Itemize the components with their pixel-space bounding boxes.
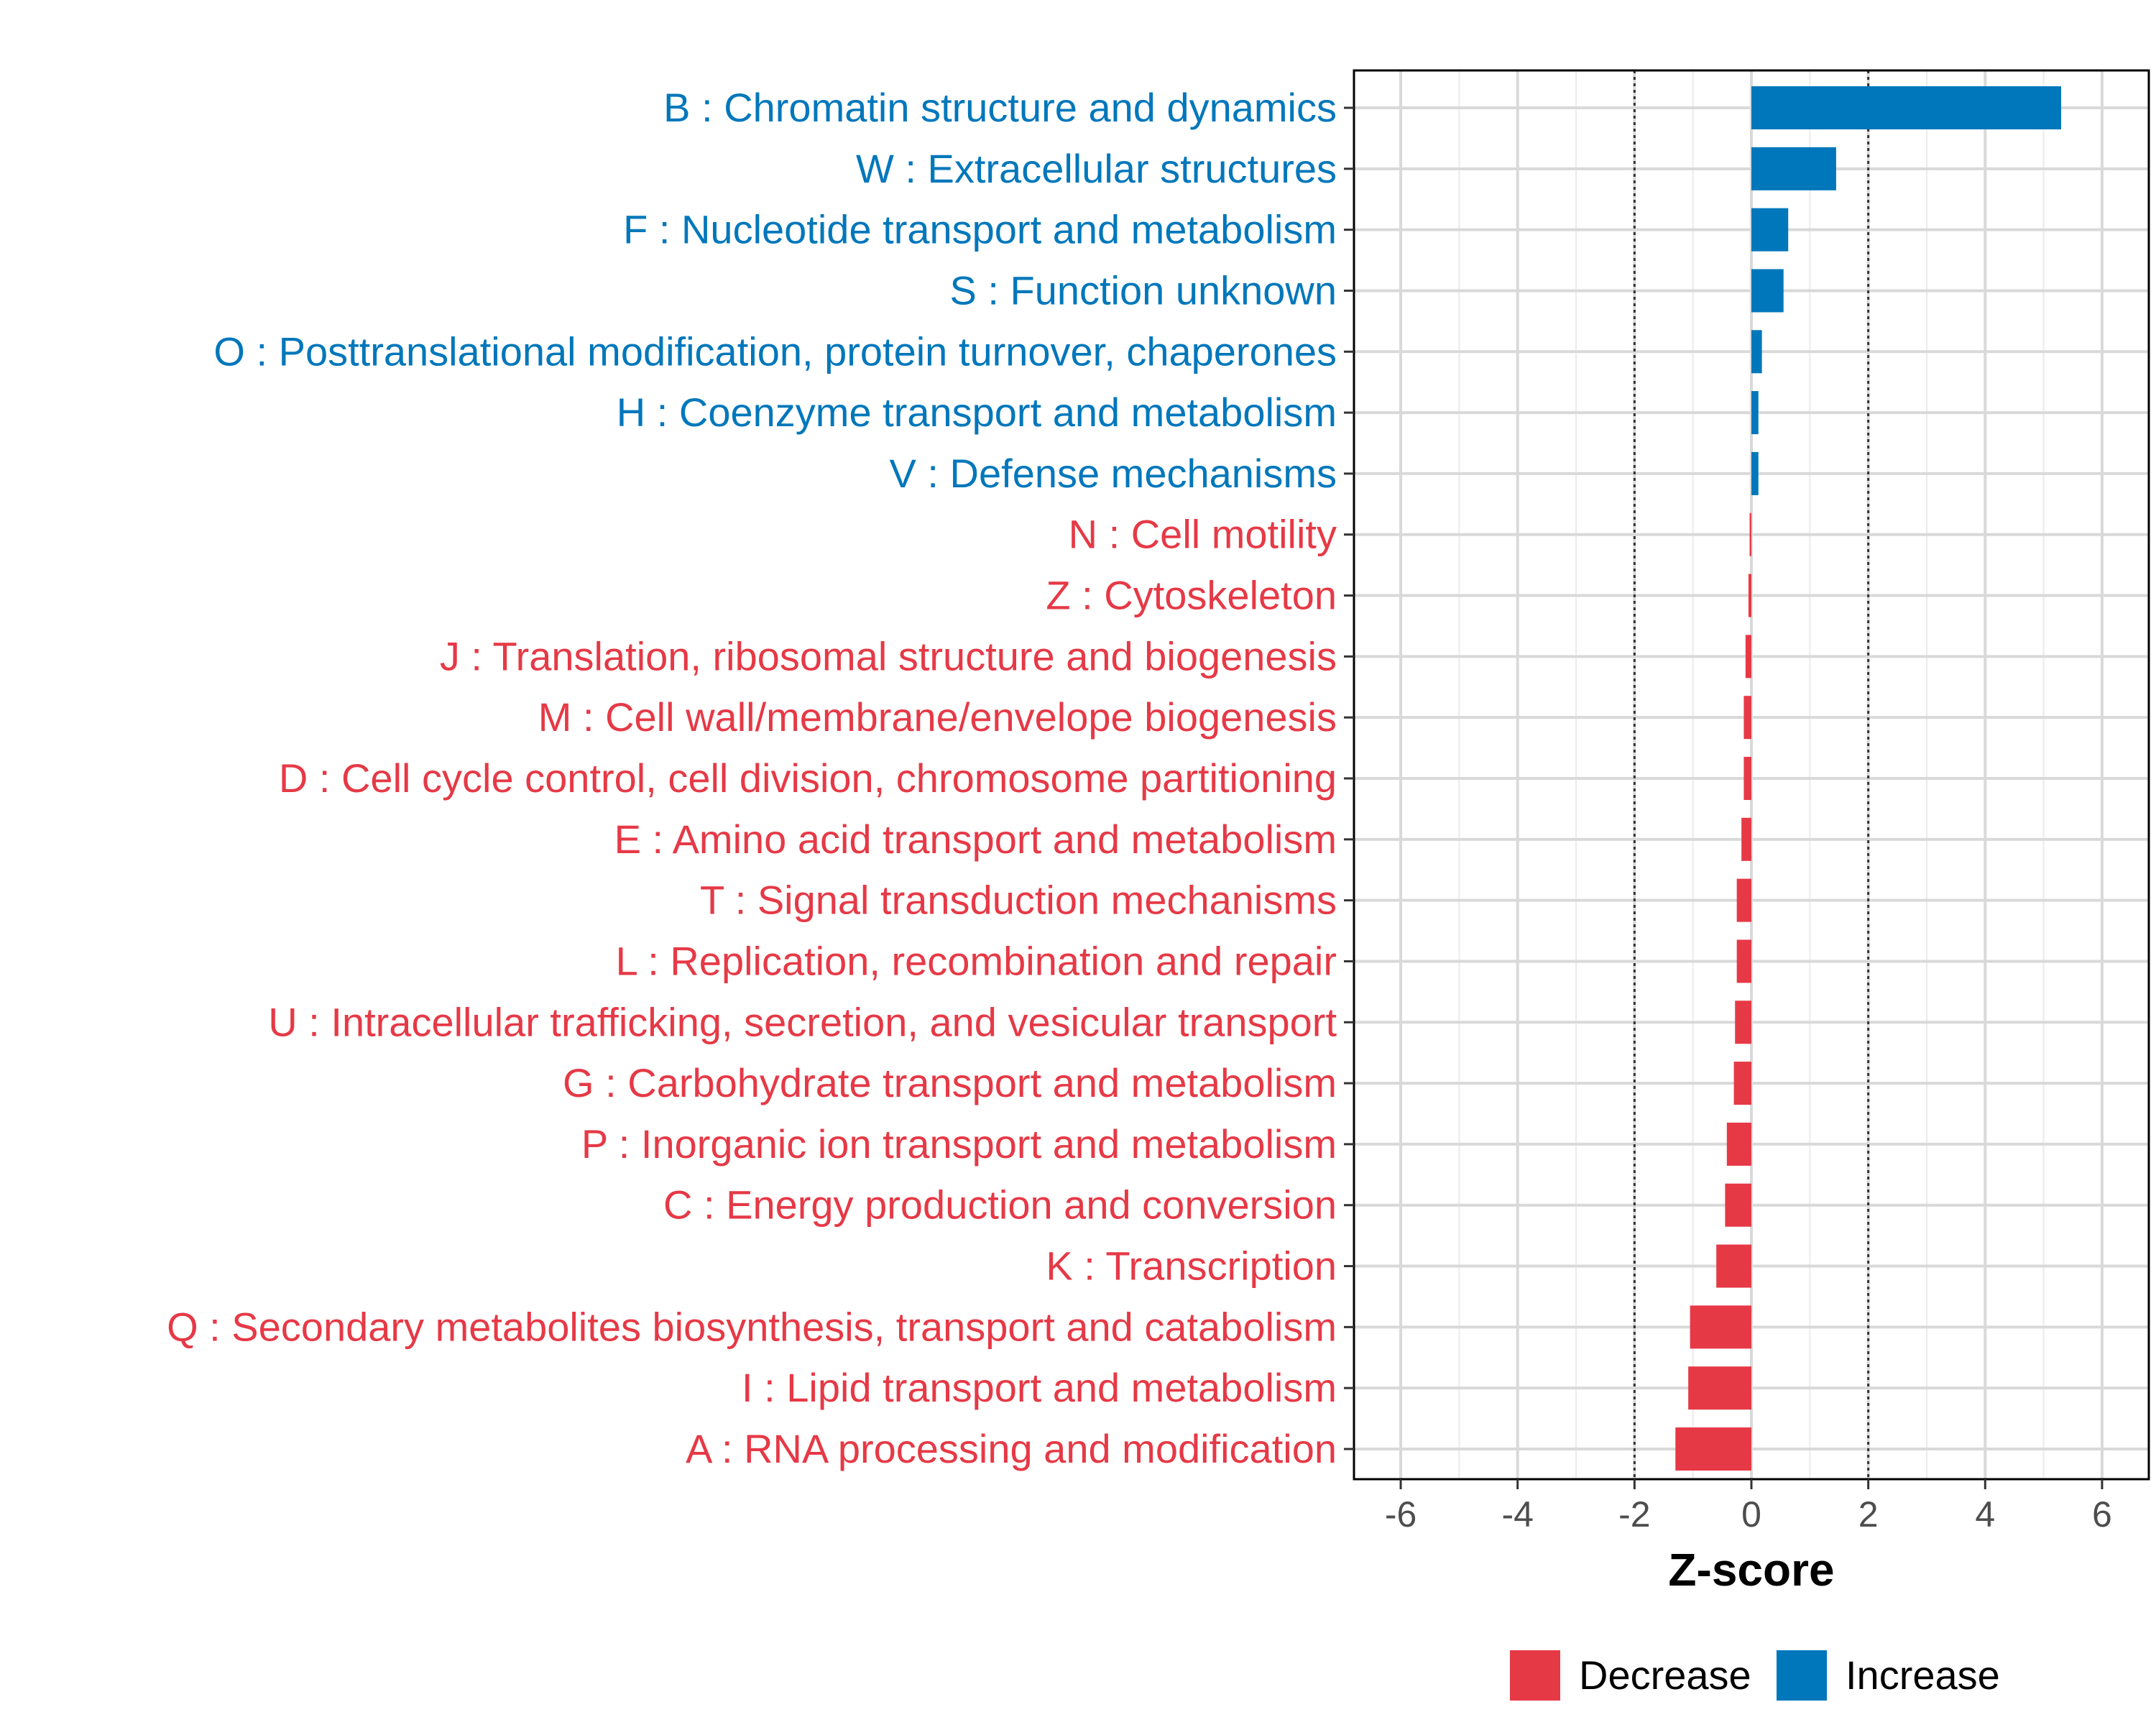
reference-lines bbox=[1633, 70, 1870, 1479]
x-tick-label: 2 bbox=[1858, 1494, 1879, 1535]
bar bbox=[1726, 1122, 1751, 1166]
category-label: K : Transcription bbox=[1046, 1243, 1337, 1289]
category-label: F : Nucleotide transport and metabolism bbox=[623, 207, 1337, 252]
x-axis: -6 -4 -2 0 2 4 6 bbox=[1385, 1479, 2112, 1535]
x-tick-label: 4 bbox=[1975, 1494, 1995, 1535]
bars bbox=[1675, 86, 2062, 1471]
legend-label: Decrease bbox=[1579, 1652, 1751, 1698]
category-label: G : Carbohydrate transport and metabolis… bbox=[563, 1060, 1337, 1105]
category-label: U : Intracellular trafficking, secretion… bbox=[268, 999, 1337, 1044]
bar bbox=[1748, 574, 1751, 617]
bar bbox=[1735, 1000, 1751, 1044]
x-tick-label: -6 bbox=[1385, 1494, 1416, 1535]
bar bbox=[1716, 1244, 1751, 1288]
category-label: V : Defense mechanisms bbox=[890, 451, 1337, 496]
x-axis-title: Z-score bbox=[1668, 1544, 1834, 1596]
bar bbox=[1736, 878, 1751, 922]
bar bbox=[1725, 1183, 1751, 1227]
bar bbox=[1751, 86, 2062, 129]
bar bbox=[1690, 1305, 1751, 1349]
bar bbox=[1751, 330, 1762, 374]
category-label: Z : Cytoskeleton bbox=[1046, 573, 1337, 618]
x-tick-label: -4 bbox=[1501, 1494, 1533, 1535]
category-label: M : Cell wall/membrane/envelope biogenes… bbox=[538, 694, 1337, 740]
category-label: O : Posttranslational modification, prot… bbox=[213, 328, 1337, 374]
bar bbox=[1733, 1062, 1751, 1105]
legend: Decrease Increase bbox=[1510, 1650, 2000, 1701]
category-label: H : Coenzyme transport and metabolism bbox=[617, 390, 1337, 435]
category-label: N : Cell motility bbox=[1069, 512, 1337, 557]
bar bbox=[1745, 635, 1751, 678]
bar bbox=[1751, 391, 1759, 435]
category-label: Q : Secondary metabolites biosynthesis, … bbox=[167, 1304, 1337, 1349]
category-label: A : RNA processing and modification bbox=[686, 1426, 1337, 1471]
bar bbox=[1749, 512, 1751, 556]
x-tick-label: 0 bbox=[1741, 1494, 1761, 1535]
legend-swatch bbox=[1510, 1650, 1560, 1701]
category-label: W : Extracellular structures bbox=[856, 146, 1337, 191]
bar bbox=[1751, 208, 1789, 252]
legend-swatch bbox=[1777, 1650, 1827, 1701]
bar bbox=[1751, 269, 1784, 313]
category-label: P : Inorganic ion transport and metaboli… bbox=[581, 1121, 1337, 1167]
category-label: L : Replication, recombination and repai… bbox=[616, 938, 1337, 983]
category-label: B : Chromatin structure and dynamics bbox=[663, 85, 1337, 130]
bar bbox=[1675, 1427, 1751, 1471]
category-label: I : Lipid transport and metabolism bbox=[742, 1365, 1337, 1410]
category-label: J : Translation, ribosomal structure and… bbox=[440, 633, 1337, 678]
bar bbox=[1741, 817, 1751, 861]
bar bbox=[1751, 451, 1759, 495]
category-label: C : Energy production and conversion bbox=[663, 1182, 1337, 1228]
category-label: E : Amino acid transport and metabolism bbox=[614, 816, 1337, 862]
category-label: D : Cell cycle control, cell division, c… bbox=[279, 755, 1337, 801]
x-tick-label: -2 bbox=[1618, 1494, 1650, 1535]
category-label: S : Function unknown bbox=[949, 267, 1337, 313]
bar bbox=[1688, 1366, 1751, 1410]
x-tick-label: 6 bbox=[2092, 1494, 2112, 1535]
category-label: T : Signal transduction mechanisms bbox=[700, 878, 1337, 923]
bar bbox=[1751, 147, 1836, 190]
bar bbox=[1743, 696, 1751, 740]
bar bbox=[1736, 939, 1751, 983]
y-axis: B : Chromatin structure and dynamics W : … bbox=[167, 85, 1354, 1471]
bar bbox=[1743, 757, 1751, 800]
legend-label: Increase bbox=[1846, 1652, 2000, 1698]
